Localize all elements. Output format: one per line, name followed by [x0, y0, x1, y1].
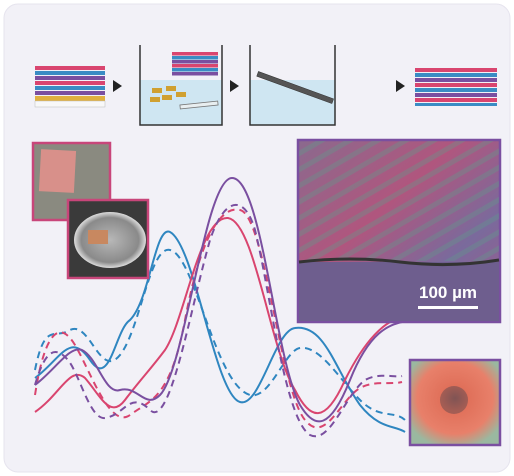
photo-wafer	[410, 360, 500, 445]
photo-dish	[68, 200, 148, 278]
micrograph: 100 µm	[298, 140, 500, 322]
stack-final	[415, 68, 497, 106]
scale-bar-label: 100 µm	[419, 283, 477, 302]
figure: 100 µm	[0, 0, 514, 476]
stack-initial	[35, 66, 105, 107]
scale-bar	[418, 306, 478, 309]
